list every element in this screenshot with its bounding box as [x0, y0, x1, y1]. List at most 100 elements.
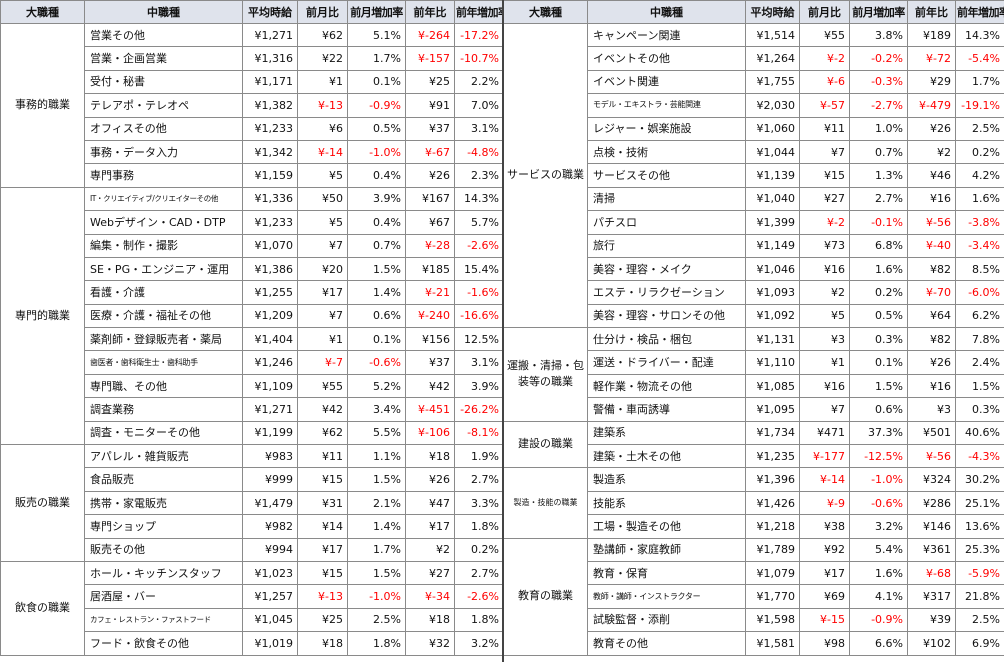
yoy-rate-cell: -2.6%: [454, 233, 504, 258]
job-name-cell: 食品販売: [84, 467, 243, 492]
yoy-diff-cell: ¥-68: [907, 560, 956, 586]
major-category-cell: 販売の職業: [0, 444, 85, 562]
avg-wage-cell: ¥983: [242, 444, 298, 469]
yoy-rate-cell: 30.2%: [955, 467, 1004, 492]
job-name-cell: 歯医者・歯科衛生士・歯科助手: [84, 350, 243, 375]
avg-wage-cell: ¥1,396: [745, 467, 800, 492]
mom-diff-cell: ¥7: [799, 139, 850, 165]
avg-wage-cell: ¥1,426: [745, 490, 800, 516]
mom-diff-cell: ¥38: [799, 514, 850, 539]
yoy-diff-cell: ¥27: [405, 560, 455, 586]
yoy-diff-cell: ¥156: [405, 327, 455, 352]
mom-rate-cell: -1.0%: [849, 467, 908, 492]
table-row: 飲食の職業 ホール・キッチンスタッフ ¥1,023 ¥15 1.5% ¥27 2.7%: [0, 560, 504, 656]
mom-rate-cell: 0.7%: [849, 139, 908, 165]
mom-diff-cell: ¥1: [297, 69, 348, 95]
yoy-diff-cell: ¥-21: [405, 280, 455, 305]
avg-wage-cell: ¥1,316: [242, 46, 298, 71]
job-name-cell: 塾講師・家庭教師: [587, 537, 746, 562]
mom-diff-cell: ¥42: [297, 397, 348, 422]
table-row: 販売の職業 アパレル・雑貨販売 ¥983 ¥11 1.1% ¥18 1.9%: [0, 444, 504, 562]
mom-diff-cell: ¥-14: [297, 139, 348, 165]
table-row: 居酒屋・バー ¥1,257 ¥-13 -1.0% ¥-34 -2.6%: [1, 584, 504, 609]
avg-wage-cell: ¥1,085: [745, 373, 800, 399]
yoy-rate-cell: 1.7%: [955, 69, 1004, 95]
avg-wage-cell: ¥1,199: [242, 420, 298, 446]
avg-wage-cell: ¥1,336: [242, 186, 298, 212]
yoy-diff-cell: ¥16: [907, 373, 956, 399]
mom-rate-cell: 0.2%: [849, 280, 908, 305]
avg-wage-cell: ¥1,271: [242, 22, 298, 48]
mom-diff-cell: ¥55: [297, 373, 348, 399]
mom-diff-cell: ¥6: [297, 116, 348, 141]
table-row: 美容・理容・メイク ¥1,046 ¥16 1.6% ¥82 8.5%: [504, 256, 1004, 282]
yoy-diff-cell: ¥-264: [405, 22, 455, 48]
yoy-diff-cell: ¥146: [907, 514, 956, 539]
yoy-rate-cell: -5.9%: [955, 560, 1004, 586]
job-name-cell: 美容・理容・サロンその他: [587, 303, 746, 329]
mom-diff-cell: ¥-9: [799, 490, 850, 516]
avg-wage-cell: ¥1,040: [745, 186, 800, 212]
avg-wage-cell: ¥1,110: [745, 350, 800, 375]
avg-wage-cell: ¥1,149: [745, 233, 800, 258]
yoy-rate-cell: 14.3%: [454, 186, 504, 212]
yoy-rate-cell: 21.8%: [955, 584, 1004, 609]
table-row: イベント関連 ¥1,755 ¥-6 -0.3% ¥29 1.7%: [504, 69, 1004, 95]
mom-diff-cell: ¥17: [297, 280, 348, 305]
yoy-rate-cell: 2.2%: [454, 69, 504, 95]
table-row: フード・飲食その他 ¥1,019 ¥18 1.8% ¥32 3.2%: [1, 631, 504, 656]
table-row: 専門職、その他 ¥1,109 ¥55 5.2% ¥42 3.9%: [1, 373, 504, 399]
header-avg-wage: 平均時給: [745, 0, 800, 24]
mom-rate-cell: 5.2%: [347, 373, 406, 399]
mom-rate-cell: 2.1%: [347, 490, 406, 516]
mom-diff-cell: ¥16: [799, 256, 850, 282]
job-name-cell: エステ・リラクゼーション: [587, 280, 746, 305]
table-row: 教育その他 ¥1,581 ¥98 6.6% ¥102 6.9%: [504, 631, 1004, 656]
mom-rate-cell: 2.5%: [347, 607, 406, 633]
job-name-cell: 薬剤師・登録販売者・薬局: [84, 327, 243, 352]
header-middle: 中職種: [84, 0, 243, 24]
job-name-cell: 看護・介護: [84, 280, 243, 305]
yoy-rate-cell: -19.1%: [955, 93, 1004, 118]
mom-diff-cell: ¥14: [297, 514, 348, 539]
yoy-diff-cell: ¥-40: [907, 233, 956, 258]
mom-rate-cell: 0.7%: [347, 233, 406, 258]
mom-rate-cell: 3.4%: [347, 397, 406, 422]
mom-diff-cell: ¥73: [799, 233, 850, 258]
mom-rate-cell: 5.1%: [347, 22, 406, 48]
yoy-diff-cell: ¥185: [405, 256, 455, 282]
yoy-rate-cell: 6.2%: [955, 303, 1004, 329]
job-name-cell: 建築系: [587, 420, 746, 446]
job-name-cell: キャンペーン関連: [587, 22, 746, 48]
mom-diff-cell: ¥7: [799, 397, 850, 422]
yoy-rate-cell: 25.3%: [955, 537, 1004, 562]
table-row: 清掃 ¥1,040 ¥27 2.7% ¥16 1.6%: [504, 186, 1004, 212]
yoy-rate-cell: -6.0%: [955, 280, 1004, 305]
avg-wage-cell: ¥1,045: [242, 607, 298, 633]
job-name-cell: 携帯・家電販売: [84, 490, 243, 516]
job-name-cell: 事務・データ入力: [84, 139, 243, 165]
job-name-cell: 販売その他: [84, 537, 243, 562]
yoy-rate-cell: 15.4%: [454, 256, 504, 282]
job-name-cell: 教育・保育: [587, 560, 746, 586]
yoy-rate-cell: 3.1%: [454, 116, 504, 141]
yoy-rate-cell: 4.2%: [955, 163, 1004, 188]
yoy-rate-cell: 2.7%: [454, 560, 504, 586]
yoy-rate-cell: -3.4%: [955, 233, 1004, 258]
avg-wage-cell: ¥1,755: [745, 69, 800, 95]
avg-wage-cell: ¥1,404: [242, 327, 298, 352]
avg-wage-cell: ¥1,109: [242, 373, 298, 399]
column-divider: [502, 0, 504, 662]
yoy-rate-cell: 3.9%: [454, 373, 504, 399]
mom-diff-cell: ¥1: [799, 350, 850, 375]
header-major: 大職種: [0, 0, 85, 24]
mom-rate-cell: 0.1%: [347, 69, 406, 95]
job-name-cell: 営業・企画営業: [84, 46, 243, 71]
yoy-rate-cell: 7.8%: [955, 327, 1004, 352]
yoy-diff-cell: ¥29: [907, 69, 956, 95]
yoy-diff-cell: ¥26: [405, 163, 455, 188]
mom-rate-cell: 0.5%: [347, 116, 406, 141]
table-row: サービスその他 ¥1,139 ¥15 1.3% ¥46 4.2%: [504, 163, 1004, 188]
mom-diff-cell: ¥62: [297, 420, 348, 446]
yoy-rate-cell: 1.5%: [955, 373, 1004, 399]
